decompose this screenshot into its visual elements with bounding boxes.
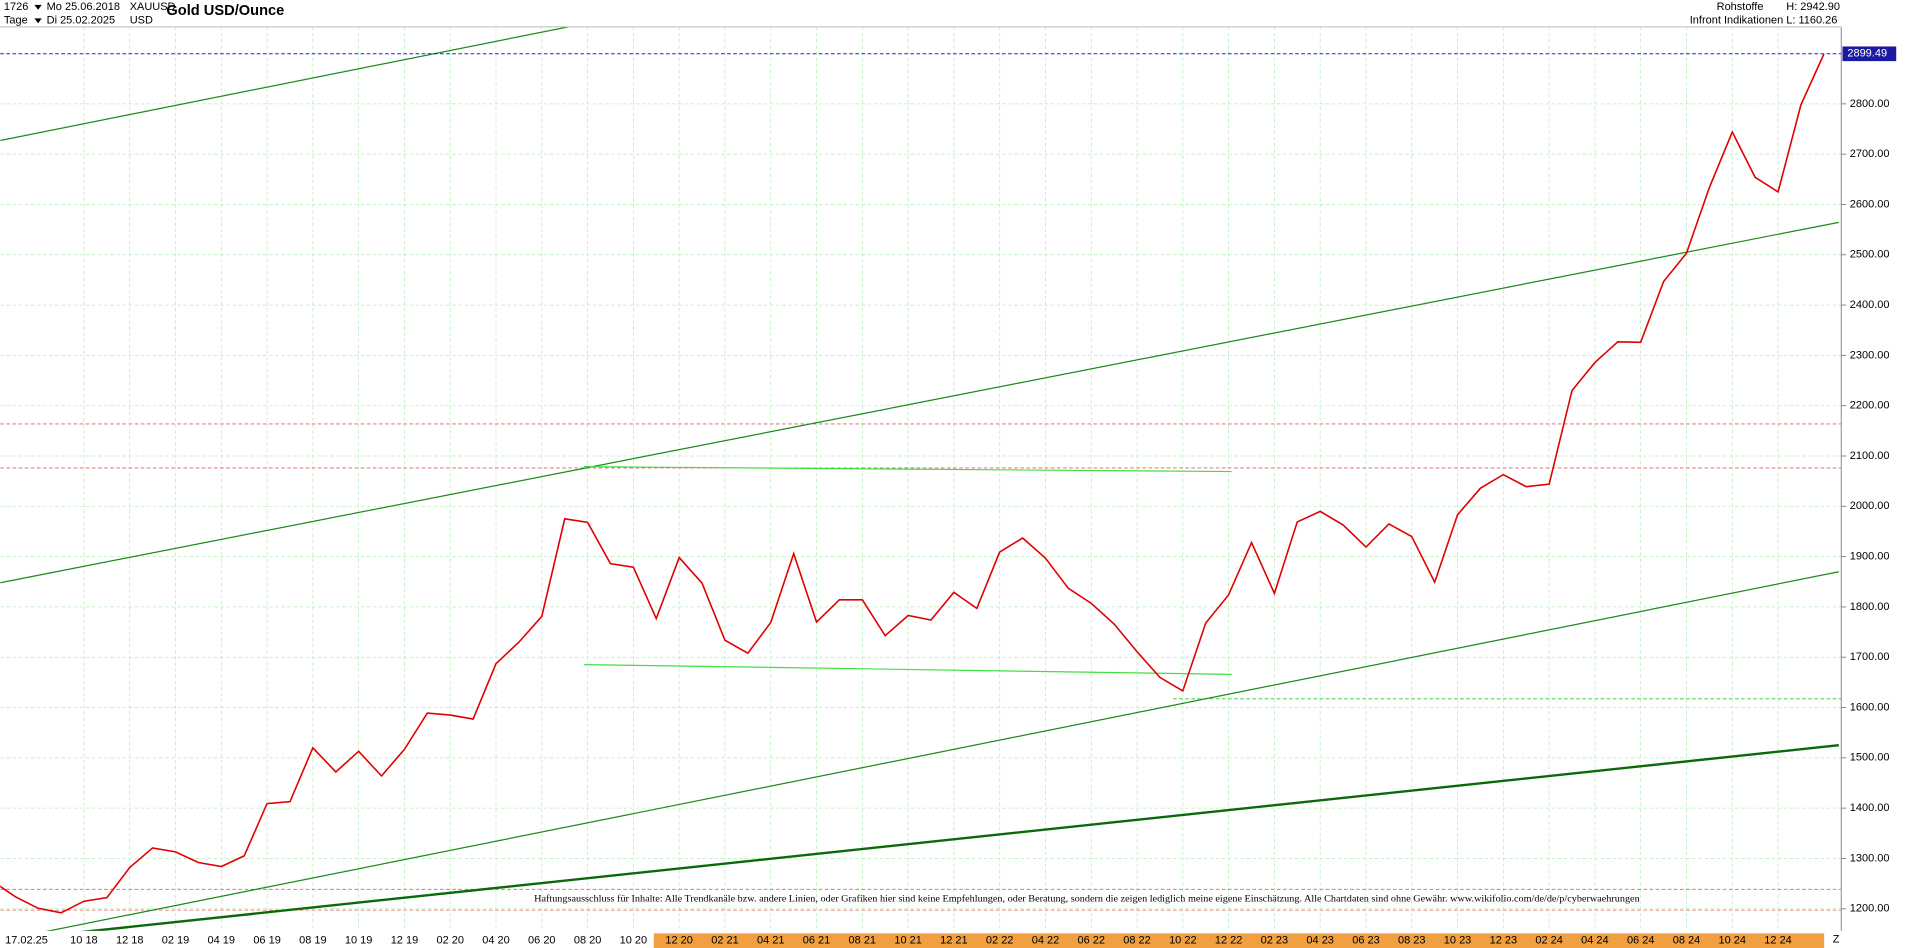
y-tick-label: 1300.00	[1850, 852, 1890, 864]
x-tick-label: 12 23	[1490, 935, 1518, 947]
x-tick-label: 04 19	[208, 935, 236, 947]
trend-line	[45, 571, 1839, 931]
y-tick-label: 1400.00	[1850, 802, 1890, 814]
x-tick-label: 10 19	[345, 935, 373, 947]
x-tick-label: 08 20	[574, 935, 602, 947]
y-tick-label: 2200.00	[1850, 400, 1890, 412]
trend-line	[584, 663, 1232, 675]
dropdown-icon	[34, 18, 42, 24]
x-tick-label: 02 22	[986, 935, 1014, 947]
corner-label: Z	[1833, 933, 1840, 945]
x-tick-label: 02 24	[1535, 935, 1562, 947]
group: Rohstoffe	[1717, 1, 1764, 13]
x-tick-label: 02 20	[436, 935, 464, 947]
x-tick-label: 08 22	[1123, 935, 1151, 947]
interval: Tage	[4, 15, 28, 27]
currency: USD	[130, 15, 153, 27]
trend-line	[0, 26, 569, 142]
x-tick-label: 06 21	[803, 935, 831, 947]
x-tick-label: 02 21	[711, 935, 739, 947]
x-tick-label: 04 23	[1306, 935, 1333, 947]
x-tick-label: 04 22	[1032, 935, 1060, 947]
date-box	[0, 933, 54, 948]
price-tag-label: 2899.49	[1847, 48, 1887, 60]
x-tick-label: 12 22	[1215, 935, 1243, 947]
x-tick-label: 04 24	[1581, 935, 1608, 947]
y-tick-label: 1200.00	[1850, 903, 1890, 915]
x-tick-label: 04 20	[482, 935, 510, 947]
x-tick-label: 08 19	[299, 935, 327, 947]
end-date: Di 25.02.2025	[47, 15, 115, 27]
x-tick-label: 10 24	[1719, 935, 1747, 947]
y-tick-label: 2500.00	[1850, 249, 1890, 261]
x-tick-label: 10 18	[70, 935, 98, 947]
x-tick-label: 02 19	[162, 935, 190, 947]
x-tick-label: 10 21	[894, 935, 922, 947]
crosshair-date: 17.02.25	[5, 935, 48, 947]
bottom-strip	[653, 933, 1825, 948]
trend-line	[0, 221, 1839, 584]
x-tick-label: 06 19	[253, 935, 281, 947]
y-tick-label: 2300.00	[1850, 349, 1890, 361]
disclaimer: Haftungsausschluss für Inhalte: Alle Tre…	[534, 893, 1640, 904]
chart-title: Gold USD/Ounce	[166, 3, 284, 19]
x-tick-label: 12 24	[1764, 935, 1791, 947]
x-tick-label: 10 22	[1169, 935, 1197, 947]
y-tick-label: 2800.00	[1850, 98, 1890, 110]
x-tick-label: 12 20	[665, 935, 693, 947]
y-tick-label: 1500.00	[1850, 752, 1890, 764]
y-tick-label: 1700.00	[1850, 651, 1890, 663]
x-tick-label: 08 23	[1398, 935, 1426, 947]
source: Infront Indikationen	[1690, 15, 1783, 27]
x-tick-label: 12 19	[391, 935, 419, 947]
price-line	[0, 53, 1825, 914]
x-tick-label: 12 21	[940, 935, 968, 947]
y-tick-label: 1800.00	[1850, 601, 1890, 613]
x-tick-label: 06 20	[528, 935, 556, 947]
dropdown-icon	[34, 4, 42, 10]
x-tick-label: 08 21	[849, 935, 877, 947]
low: L: 1160.26	[1786, 15, 1837, 27]
bar-count: 1726	[4, 1, 28, 13]
y-tick-label: 2600.00	[1850, 198, 1890, 210]
y-tick-label: 2400.00	[1850, 299, 1890, 311]
x-tick-label: 02 23	[1261, 935, 1289, 947]
x-tick-label: 08 24	[1673, 935, 1700, 947]
x-tick-label: 10 20	[620, 935, 648, 947]
x-tick-label: 04 21	[757, 935, 785, 947]
trend-lines	[0, 26, 1842, 931]
symbol: XAUUSD	[130, 1, 176, 13]
x-tick-label: 12 18	[116, 935, 143, 947]
trend-line	[80, 743, 1839, 931]
x-tick-label: 06 22	[1078, 935, 1106, 947]
x-tick-label: 06 24	[1627, 935, 1655, 947]
y-tick-label: 1600.00	[1850, 701, 1890, 713]
grid	[0, 26, 1842, 931]
y-tick-label: 2100.00	[1850, 450, 1890, 462]
high: H: 2942.90	[1786, 1, 1840, 13]
start-date: Mo 25.06.2018	[47, 1, 120, 13]
price-tag	[1842, 46, 1897, 62]
price-series	[0, 53, 1825, 914]
y-tick-label: 2700.00	[1850, 148, 1890, 160]
x-tick-label: 06 23	[1352, 935, 1379, 947]
x-tick-label: 10 23	[1444, 935, 1471, 947]
y-tick-label: 1900.00	[1850, 551, 1890, 563]
y-tick-label: 2000.00	[1850, 500, 1890, 512]
trend-line	[584, 466, 1232, 473]
